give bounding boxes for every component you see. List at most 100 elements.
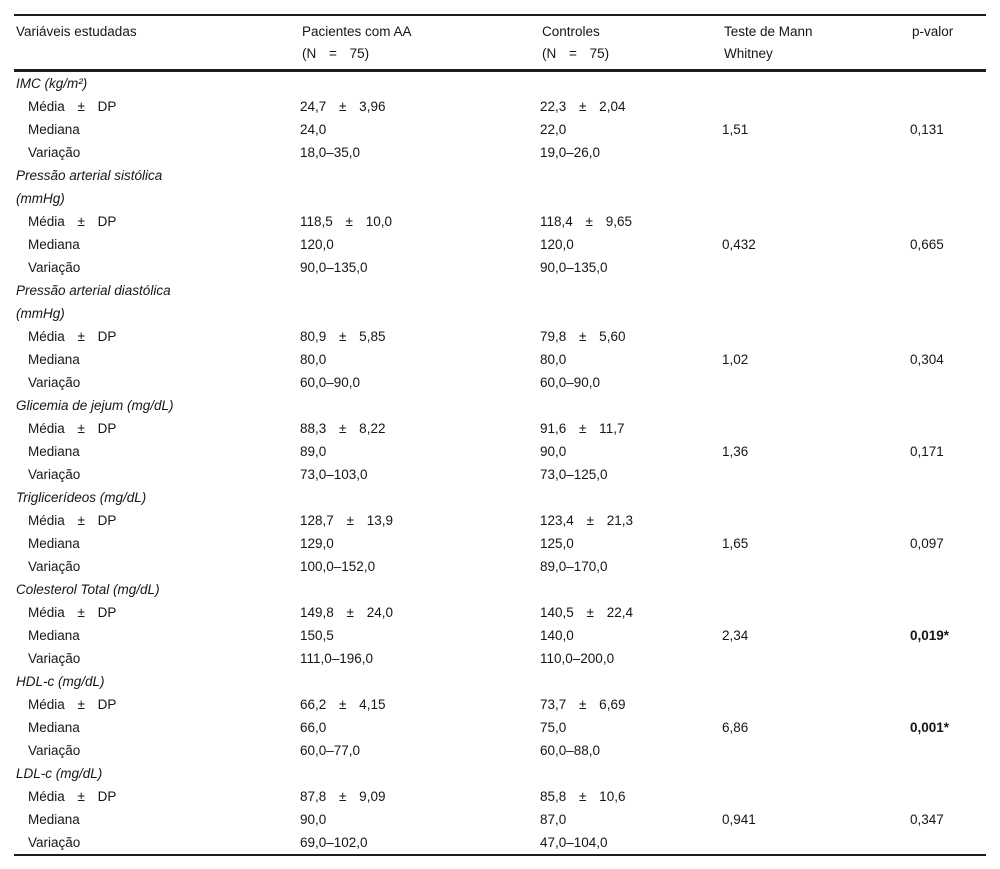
controls-value: 140,5 ± 22,4 [540,605,633,620]
controls-value: 75,0 [540,720,567,735]
mann-whitney-value: 0,941 [722,812,756,827]
mann-whitney-value: 2,34 [722,628,749,643]
p-value [910,325,986,348]
p-value [910,95,986,118]
section-title: Triglicerídeos (mg/dL) [16,490,147,505]
section-title-row: Pressão arterial sistólica [14,164,986,187]
mann-whitney-value [722,693,910,716]
row-label: Mediana [28,720,80,735]
p-value [910,739,986,762]
p-value [910,647,986,670]
header-row: Variáveis estudadas Pacientes com AA (N … [14,15,986,72]
patients-aa-value: 69,0–102,0 [300,835,368,850]
p-value [910,417,986,440]
mann-whitney-value [722,95,910,118]
mann-whitney-value [722,555,910,578]
p-value [910,555,986,578]
table-row: Média ± DP 80,9 ± 5,85 79,8 ± 5,60 [14,325,986,348]
statistics-table: Variáveis estudadas Pacientes com AA (N … [14,14,986,856]
row-label: Variação [28,559,81,574]
mann-whitney-value [722,785,910,808]
row-label: Média ± DP [28,513,117,528]
row-label: Mediana [28,536,80,551]
table-body: IMC (kg/m²) Média ± DP 24,7 ± 3,96 22,3 ± 2… [14,71,986,856]
mann-whitney-value [722,601,910,624]
patients-aa-value: 128,7 ± 13,9 [300,513,393,528]
col-header-mann-whitney: Teste de Mann Whitney [722,15,910,72]
row-label: Mediana [28,444,80,459]
section-title-row: LDL-c (mg/dL) [14,762,986,785]
table-row: Variação 73,0–103,0 73,0–125,0 [14,463,986,486]
row-label: Variação [28,651,81,666]
col-header-controls: Controles (N = 75) [540,15,722,72]
row-label: Média ± DP [28,697,117,712]
table-row: Média ± DP 88,3 ± 8,22 91,6 ± 11,7 [14,417,986,440]
p-value: 0,097 [910,536,944,551]
p-value [910,693,986,716]
patients-aa-value: 80,9 ± 5,85 [300,329,386,344]
table-row: Mediana 150,5 140,0 2,34 0,019* [14,624,986,647]
section-title-row: (mmHg) [14,187,986,210]
p-value [910,509,986,532]
mann-whitney-value: 1,02 [722,352,749,367]
p-value: 0,019* [910,628,950,643]
controls-value: 91,6 ± 11,7 [540,421,625,436]
controls-value: 87,0 [540,812,567,827]
row-label: Mediana [28,628,80,643]
table-row: Média ± DP 118,5 ± 10,0 118,4 ± 9,65 [14,210,986,233]
patients-aa-value: 90,0 [300,812,327,827]
table-row: Média ± DP 128,7 ± 13,9 123,4 ± 21,3 [14,509,986,532]
table-row: Variação 18,0–35,0 19,0–26,0 [14,141,986,164]
section-title: Pressão arterial sistólica [16,168,163,183]
section-title-row: Glicemia de jejum (mg/dL) [14,394,986,417]
row-label: Média ± DP [28,605,117,620]
mann-whitney-value [722,371,910,394]
patients-aa-value: 66,0 [300,720,327,735]
patients-aa-value: 88,3 ± 8,22 [300,421,386,436]
section-title: Glicemia de jejum (mg/dL) [16,398,174,413]
table-row: Mediana 129,0 125,0 1,65 0,097 [14,532,986,555]
controls-value: 125,0 [540,536,574,551]
p-value [910,371,986,394]
p-value [910,831,986,855]
controls-value: 90,0 [540,444,567,459]
controls-value: 22,3 ± 2,04 [540,99,626,114]
section-title-row: (mmHg) [14,302,986,325]
section-title: IMC (kg/m²) [16,76,88,91]
p-value [910,141,986,164]
col-header-controls-line1: Controles [542,24,600,39]
table-row: Mediana 89,0 90,0 1,36 0,171 [14,440,986,463]
patients-aa-value: 120,0 [300,237,334,252]
mann-whitney-value [722,141,910,164]
row-label: Média ± DP [28,329,117,344]
col-header-mann-whitney-line2: Whitney [724,46,773,61]
mann-whitney-value [722,256,910,279]
p-value [910,785,986,808]
row-label: Média ± DP [28,789,117,804]
patients-aa-value: 100,0–152,0 [300,559,376,574]
table-row: Variação 90,0–135,0 90,0–135,0 [14,256,986,279]
col-header-controls-line2: (N = 75) [542,46,610,61]
patients-aa-value: 80,0 [300,352,327,367]
mann-whitney-value [722,509,910,532]
p-value: 0,131 [910,122,944,137]
mann-whitney-value: 1,36 [722,444,749,459]
mann-whitney-value [722,417,910,440]
mann-whitney-value [722,210,910,233]
mann-whitney-value: 6,86 [722,720,749,735]
controls-value: 60,0–88,0 [540,743,601,758]
row-label: Variação [28,260,81,275]
controls-value: 73,0–125,0 [540,467,608,482]
controls-value: 80,0 [540,352,567,367]
patients-aa-value: 111,0–196,0 [300,651,374,666]
patients-aa-value: 73,0–103,0 [300,467,368,482]
p-value [910,256,986,279]
table-header: Variáveis estudadas Pacientes com AA (N … [14,15,986,72]
row-label: Variação [28,375,81,390]
controls-value: 110,0–200,0 [540,651,615,666]
p-value: 0,665 [910,237,944,252]
patients-aa-value: 66,2 ± 4,15 [300,697,386,712]
patients-aa-value: 118,5 ± 10,0 [300,214,392,229]
table-row: Mediana 90,0 87,0 0,941 0,347 [14,808,986,831]
